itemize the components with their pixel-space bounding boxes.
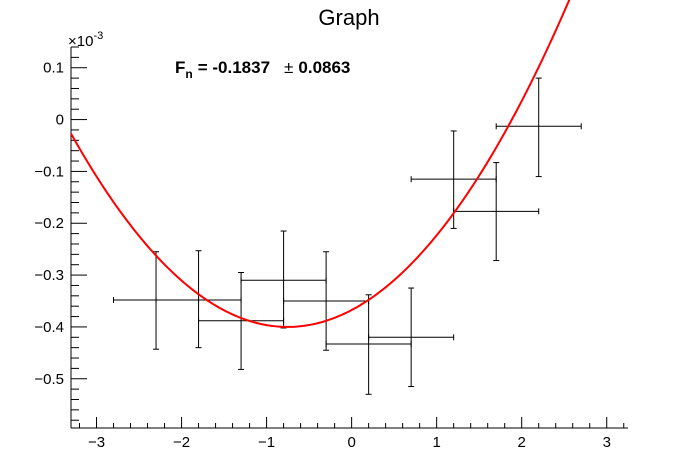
error-bar-series — [113, 77, 582, 395]
y-tick-label: −0.5 — [34, 371, 64, 388]
annotation-pm-symbol: ± — [284, 58, 293, 77]
y-multiplier-base: ×10 — [68, 33, 93, 50]
data-point — [240, 230, 327, 329]
data-point — [368, 287, 455, 388]
y-axis-multiplier: ×10-3 — [68, 30, 103, 50]
y-tick-label: −0.3 — [34, 267, 64, 284]
data-point — [495, 77, 582, 178]
annotation-f-subscript: n — [185, 67, 192, 81]
axes — [70, 47, 628, 429]
x-tick-label: −2 — [173, 434, 190, 451]
y-tick-label: 0 — [56, 112, 64, 129]
x-tick-label: 2 — [518, 434, 526, 451]
data-point — [283, 251, 370, 351]
x-tick-label: 3 — [603, 434, 611, 451]
x-tick-label: −1 — [258, 434, 275, 451]
y-tick-label: 0.1 — [43, 60, 64, 77]
fit-parameter-annotation: Fn = -0.1837 ±0.0863 — [175, 58, 350, 81]
annotation-f-symbol: F — [175, 58, 185, 77]
y-tick-label: −0.4 — [34, 319, 64, 336]
y-multiplier-exponent: -3 — [93, 30, 103, 42]
axis-ticks — [71, 46, 625, 428]
data-point — [155, 250, 242, 349]
x-tick-label: 0 — [347, 434, 355, 451]
data-point — [198, 271, 285, 370]
annotation-value: = -0.1837 — [198, 58, 270, 77]
fit-curve-group — [70, 0, 571, 328]
data-point — [453, 162, 540, 262]
y-tick-label: −0.2 — [34, 215, 64, 232]
fit-curve — [70, 0, 571, 328]
tick-labels: −3 −2 −1 0 1 2 3 0.1 0 −0.1 −0.2 −0.3 −0.4 −0.5 — [34, 60, 611, 451]
y-tick-label: −0.1 — [34, 163, 64, 180]
x-tick-label: −3 — [88, 434, 105, 451]
x-tick-label: 1 — [432, 434, 440, 451]
annotation-error: 0.0863 — [298, 58, 350, 77]
chart-title: Graph — [318, 5, 379, 30]
data-point — [325, 294, 412, 395]
